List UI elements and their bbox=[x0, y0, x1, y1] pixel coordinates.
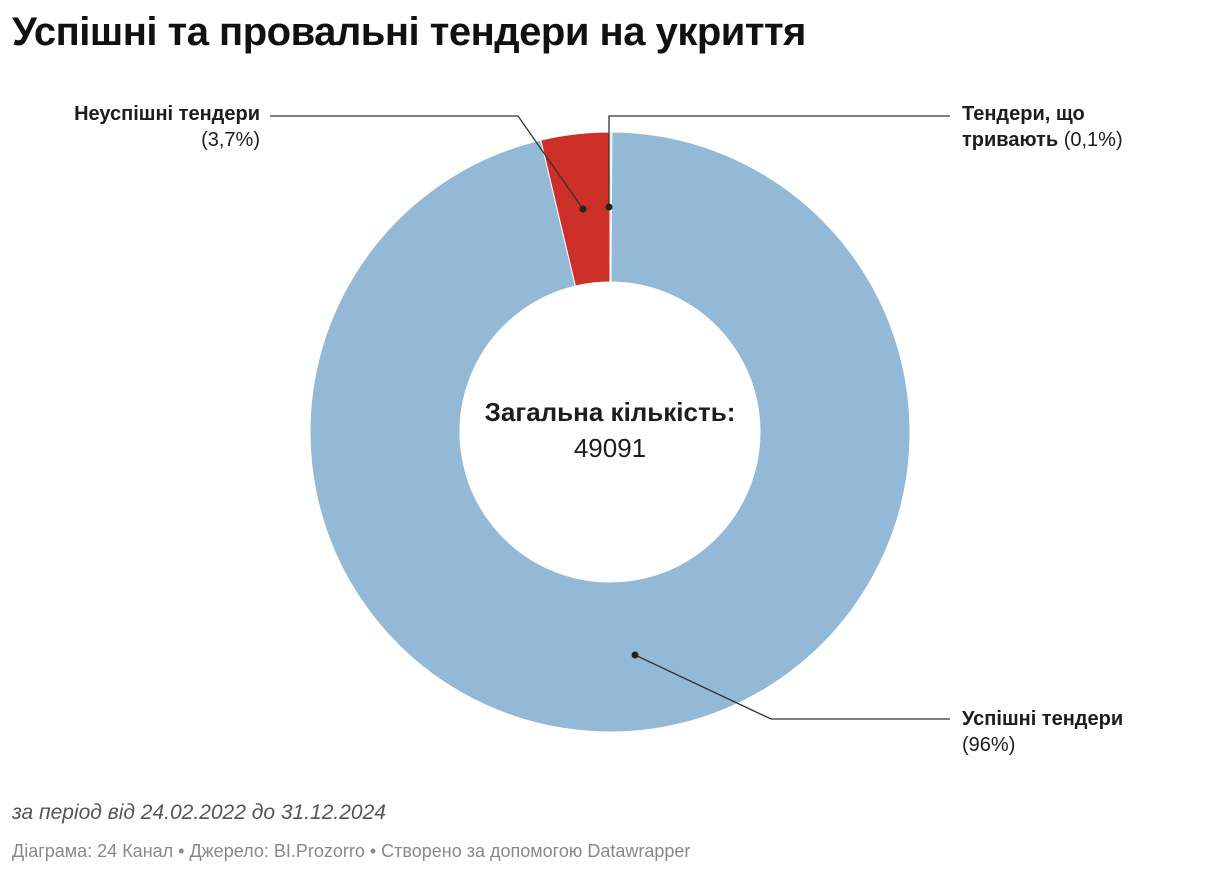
label-failed-pct: (3,7%) bbox=[201, 129, 260, 151]
leader-lines bbox=[270, 115, 950, 720]
leader-ongoing-dot bbox=[605, 203, 613, 211]
label-failed-tenders: Неуспішні тендери (3,7%) bbox=[74, 101, 260, 153]
label-ongoing-pct: (0,1%) bbox=[1063, 129, 1123, 151]
chart-title: Успішні та провальні тендери на укриття bbox=[12, 10, 806, 54]
label-ongoing-name-line2: тривають bbox=[962, 129, 1059, 151]
label-success-pct: (96%) bbox=[962, 734, 1016, 756]
leader-success bbox=[634, 654, 950, 720]
center-label: Загальна кількість: bbox=[484, 397, 736, 427]
slice-successful bbox=[309, 131, 911, 733]
label-ongoing-name-line1: Тендери, що bbox=[962, 103, 1085, 125]
label-ongoing-tenders: Тендери, що тривають (0,1%) bbox=[962, 101, 1123, 153]
label-success-name: Успішні тендери bbox=[962, 708, 1124, 730]
period-note: за період від 24.02.2022 до 31.12.2024 bbox=[12, 801, 386, 824]
footer-credits: Діаграма: 24 Канал • Джерело: BI.Prozorr… bbox=[12, 841, 691, 861]
leader-success-dot bbox=[631, 651, 639, 659]
donut-center: Загальна кількість: 49091 bbox=[460, 394, 760, 466]
leader-ongoing bbox=[608, 115, 950, 207]
label-failed-name: Неуспішні тендери bbox=[74, 103, 260, 125]
center-value: 49091 bbox=[573, 433, 647, 463]
leader-failed-dot bbox=[579, 205, 587, 213]
leader-failed bbox=[270, 115, 584, 210]
label-successful-tenders: Успішні тендери (96%) bbox=[962, 706, 1123, 758]
donut-slices bbox=[309, 131, 911, 733]
